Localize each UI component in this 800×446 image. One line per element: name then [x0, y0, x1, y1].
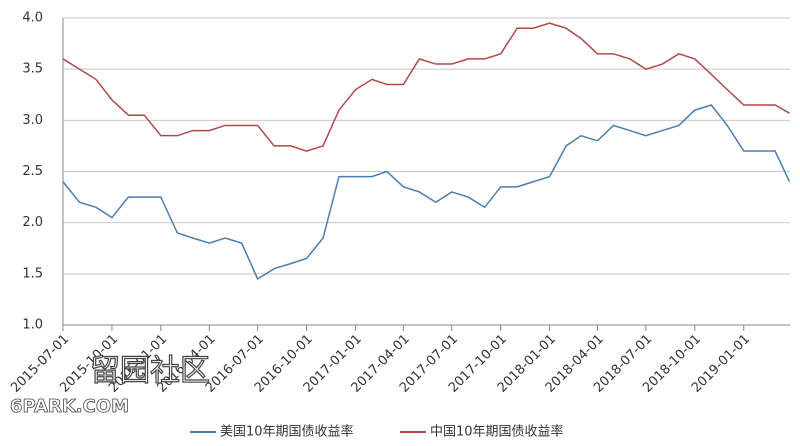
y-tick-label: 3.5: [22, 62, 43, 77]
series-line: [62, 22, 790, 152]
watermark-text: 留园社区: [90, 354, 210, 389]
legend-label: 中国10年期国债收益率: [430, 424, 564, 440]
watermark-site: 6PARK.COM: [10, 396, 129, 417]
series-line: [62, 104, 791, 281]
y-tick-label: 3.0: [22, 113, 43, 128]
y-tick-label: 2.5: [22, 164, 43, 179]
legend-label: 美国10年期国债收益率: [220, 424, 354, 440]
y-tick-label: 4.0: [22, 11, 43, 26]
y-tick-label: 1.5: [22, 266, 43, 281]
y-tick-label: 1.0: [22, 318, 43, 333]
y-tick-label: 2.0: [22, 215, 43, 230]
